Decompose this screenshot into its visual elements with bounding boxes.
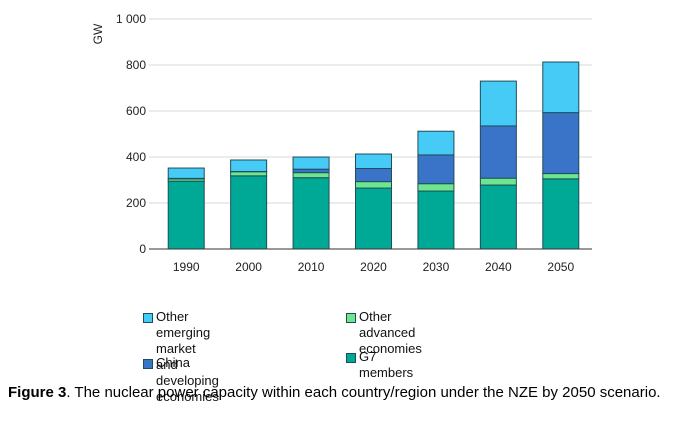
y-tick-label: 1 000	[116, 12, 146, 26]
x-tick-label: 2000	[235, 260, 262, 274]
legend-label: G7 members	[359, 349, 414, 380]
figure-caption-text: . The nuclear power capacity within each…	[66, 384, 661, 401]
legend-label: Other emerging market and developing eco…	[156, 309, 219, 404]
x-tick-label: 2040	[485, 260, 512, 274]
legend-item-other-advanced: Other advanced economies	[346, 309, 422, 357]
legend-item-emde: Other emerging market and developing eco…	[143, 309, 219, 405]
bar-segment-other-advanced-economies-2000	[230, 171, 268, 177]
x-tick-label: 1990	[173, 260, 200, 274]
bar-segment-g7-members-2000	[230, 175, 268, 250]
y-tick-label: 600	[126, 104, 146, 118]
bar-segment-other-emerging-market-and-developing-economies-2030	[417, 130, 455, 156]
x-tick-label: 2020	[360, 260, 387, 274]
legend-swatch-other-advanced	[346, 313, 356, 323]
bar-segment-other-emerging-market-and-developing-economies-2000	[230, 159, 268, 172]
bar-segment-g7-members-2030	[417, 190, 455, 250]
legend-swatch-g7	[346, 353, 356, 363]
legend-label: Other advanced economies	[359, 309, 422, 356]
bar-segment-g7-members-1990	[167, 180, 205, 250]
bar-segment-china-2050	[542, 112, 580, 175]
figure-caption: Figure 3. The nuclear power capacity wit…	[8, 383, 678, 403]
bar-segment-g7-members-2010	[292, 177, 330, 250]
bar-segment-china-2010	[292, 168, 330, 174]
y-tick-label: 400	[126, 150, 146, 164]
y-axis-ticks: 0 200 400 600 800 1 000	[116, 12, 146, 256]
bar-segment-g7-members-2040	[479, 184, 517, 250]
gridlines	[149, 18, 592, 204]
bar-segment-china-2020	[355, 168, 392, 183]
legend-item-g7: G7 members	[346, 349, 413, 381]
bar-segment-china-2030	[417, 154, 455, 185]
bar-segment-other-advanced-economies-2020	[355, 181, 392, 189]
y-tick-label: 200	[126, 196, 146, 210]
y-tick-label: 800	[126, 58, 146, 72]
bar-segment-other-advanced-economies-2040	[479, 177, 517, 186]
bar-segment-other-emerging-market-and-developing-economies-2020	[355, 153, 392, 169]
x-tick-label: 2010	[298, 260, 325, 274]
bar-segment-g7-members-2050	[542, 178, 580, 250]
bar-segment-other-emerging-market-and-developing-economies-2010	[292, 156, 330, 170]
bar-segment-other-emerging-market-and-developing-economies-2040	[479, 80, 517, 127]
bar-segment-other-emerging-market-and-developing-economies-2050	[542, 61, 580, 114]
y-axis-title: GW	[91, 23, 105, 44]
bar-segment-other-advanced-economies-2050	[542, 173, 580, 180]
bar-segment-china-2040	[479, 125, 517, 179]
legend-swatch-emde	[143, 313, 153, 323]
legend-label: China	[156, 355, 190, 370]
figure-label: Figure 3	[8, 384, 67, 401]
bars	[167, 61, 580, 250]
legend-swatch-china	[143, 359, 153, 369]
x-axis-ticks: 1990 2000 2010 2020 2030 2040 2050	[173, 260, 575, 274]
bar-segment-other-emerging-market-and-developing-economies-1990	[167, 167, 205, 179]
x-tick-label: 2050	[547, 260, 574, 274]
bar-segment-g7-members-2020	[355, 187, 392, 250]
legend-item-china: China	[143, 355, 190, 371]
bar-segment-other-advanced-economies-2030	[417, 183, 455, 192]
bar-segment-other-advanced-economies-2010	[292, 172, 330, 179]
y-tick-label: 0	[139, 242, 146, 256]
x-tick-label: 2030	[423, 260, 450, 274]
stacked-bar-chart: 0 200 400 600 800 1 000 GW 1990 2000 2010 2020 20…	[91, 12, 592, 274]
